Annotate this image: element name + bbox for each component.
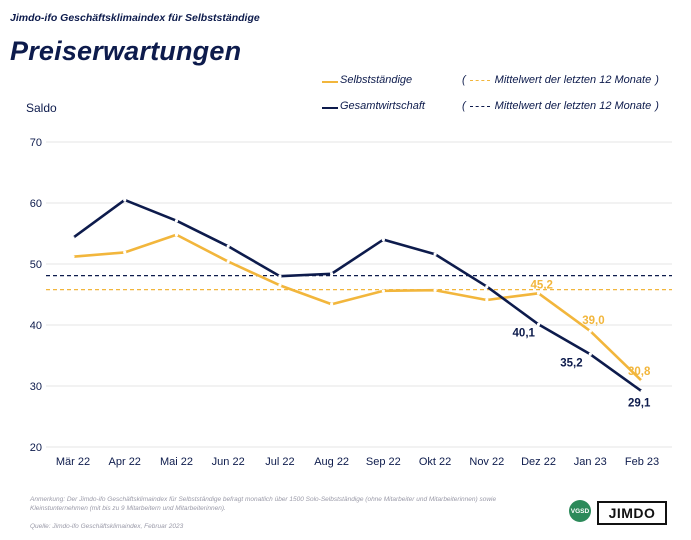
data-label-self: 39,0 (582, 315, 604, 327)
legend-line-self (322, 81, 338, 83)
legend-dash-self (469, 79, 490, 81)
data-label-total: 35,2 (560, 357, 582, 369)
data-point-self (123, 250, 127, 255)
legend: Selbstständige ( Mittelwert der letzten … (322, 74, 682, 126)
data-point-total (174, 219, 179, 223)
data-point-total (433, 252, 437, 256)
data-point-self (278, 283, 282, 287)
data-point-total (330, 272, 334, 276)
y-tick-label: 40 (30, 320, 42, 332)
legend-paren-open: ( (462, 74, 466, 86)
jimdo-logo: JIMDO (597, 501, 667, 525)
y-tick-label: 50 (30, 259, 42, 271)
data-point-total (71, 236, 75, 240)
chart-supertitle: Jimdo-ifo Geschäftsklimaindex für Selbst… (10, 12, 260, 24)
footnote-source: Quelle: Jimdo-ifo Geschäftsklimaindex, F… (30, 523, 184, 530)
y-tick-label: 30 (30, 381, 42, 393)
legend-mean-label-self: Mittelwert der letzten 12 Monate (494, 74, 652, 86)
data-point-total (485, 284, 489, 289)
y-tick-label: 60 (30, 198, 42, 210)
x-tick-label: Sep 22 (366, 456, 401, 468)
data-point-self (330, 302, 334, 306)
data-point-self (588, 329, 592, 333)
legend-paren-open: ( (462, 100, 466, 112)
x-tick-label: Jan 23 (574, 456, 607, 468)
x-tick-label: Okt 22 (419, 456, 451, 468)
x-tick-label: Feb 23 (625, 456, 659, 468)
x-tick-label: Aug 22 (314, 456, 349, 468)
x-tick-label: Dez 22 (521, 456, 556, 468)
data-point-total (226, 244, 230, 248)
x-tick-label: Nov 22 (469, 456, 504, 468)
data-label-self: 45,2 (531, 279, 553, 291)
data-point-total (588, 352, 592, 356)
legend-paren-close: ) (655, 100, 659, 112)
y-tick-label: 20 (30, 442, 42, 454)
vgsd-logo: VGSD (569, 500, 591, 522)
legend-paren-close: ) (655, 74, 659, 86)
data-point-self (226, 259, 230, 264)
y-axis-label: Saldo (26, 101, 57, 115)
x-tick-label: Jul 22 (265, 456, 294, 468)
data-point-self (485, 298, 489, 302)
x-tick-label: Jun 22 (212, 456, 245, 468)
data-label-self: 30,8 (628, 366, 651, 378)
legend-dash-total (469, 105, 490, 107)
x-tick-label: Apr 22 (109, 456, 141, 468)
legend-label-total: Gesamtwirtschaft (340, 100, 425, 112)
legend-mean-self: ( Mittelwert der letzten 12 Monate ) (462, 74, 659, 86)
y-tick-label: 70 (30, 137, 42, 149)
data-point-total (536, 322, 541, 326)
data-label-total: 29,1 (628, 397, 651, 409)
data-label-total: 40,1 (513, 327, 536, 339)
data-point-self (640, 379, 644, 383)
legend-line-total (322, 107, 338, 109)
legend-label-self: Selbstständige (340, 74, 413, 86)
legend-row-self: Selbstständige ( Mittelwert der letzten … (322, 74, 682, 100)
data-point-total (278, 274, 282, 278)
legend-mean-total: ( Mittelwert der letzten 12 Monate ) (462, 100, 659, 112)
data-point-self (174, 233, 179, 237)
data-point-self (71, 255, 75, 259)
data-point-self (381, 289, 385, 293)
data-point-total (381, 238, 385, 242)
x-tick-label: Mär 22 (56, 456, 90, 468)
data-point-self (433, 288, 437, 292)
data-point-total (640, 389, 644, 394)
x-tick-label: Mai 22 (160, 456, 193, 468)
legend-row-total: Gesamtwirtschaft ( Mittelwert der letzte… (322, 100, 682, 126)
data-point-self (536, 291, 541, 295)
legend-mean-label-total: Mittelwert der letzten 12 Monate (494, 100, 652, 112)
series-line-self (72, 233, 643, 383)
chart-title: Preiserwartungen (10, 36, 242, 66)
footnote-note: Anmerkung: Der Jimdo-ifo Geschäftsklimai… (30, 496, 497, 512)
series-line-total (72, 198, 643, 393)
data-point-total (123, 198, 127, 202)
